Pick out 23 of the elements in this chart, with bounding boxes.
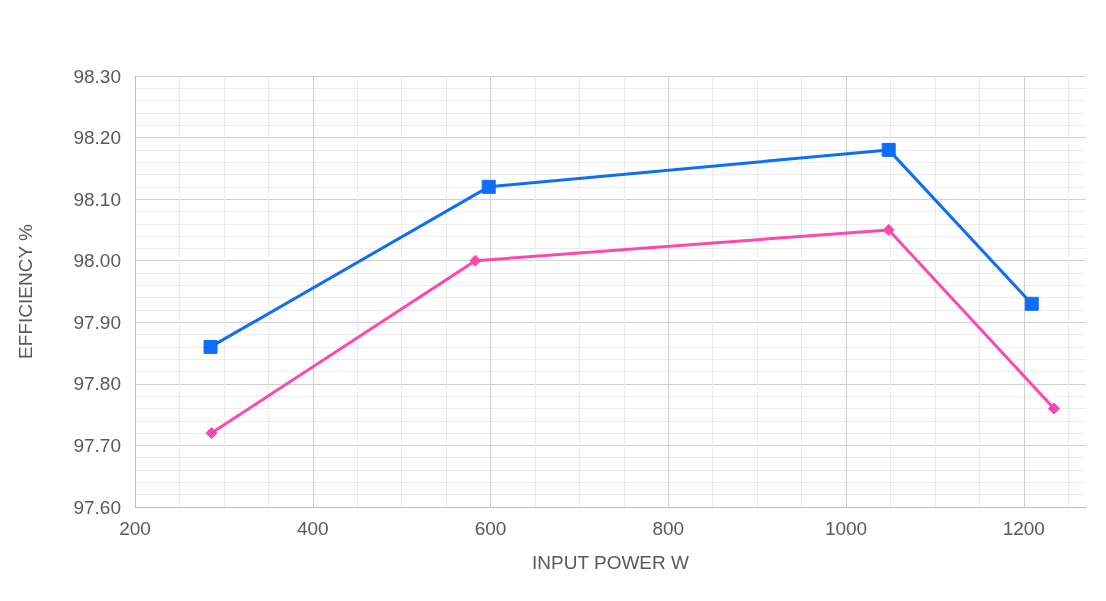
x-tick-label: 600: [474, 518, 507, 539]
y-tick-label: 98.30: [73, 65, 121, 87]
x-tick-label: 800: [652, 518, 685, 539]
x-tick-label: 1200: [1002, 518, 1045, 539]
point: [1048, 402, 1060, 415]
point: [481, 179, 496, 194]
x-axis-title: INPUT POWER W: [532, 552, 690, 573]
y-axis-title: EFFICIENCY %: [15, 224, 36, 359]
point: [881, 142, 896, 157]
point: [205, 427, 218, 440]
y-tick-label: 98.10: [73, 188, 121, 210]
y-tick-label: 97.90: [73, 311, 121, 333]
point: [203, 339, 218, 354]
point: [1024, 296, 1039, 311]
y-tick-label: 97.70: [73, 434, 121, 456]
y-tick-label: 97.80: [73, 373, 121, 395]
x-tick-label: 1000: [824, 518, 868, 539]
x-tick-label: 200: [119, 518, 151, 539]
y-tick-label: 98.00: [73, 250, 121, 272]
y-tick-label: 98.20: [73, 127, 121, 149]
y-tick-label: 97.60: [73, 496, 121, 518]
point: [469, 254, 482, 267]
x-tick-label: 400: [296, 518, 329, 539]
